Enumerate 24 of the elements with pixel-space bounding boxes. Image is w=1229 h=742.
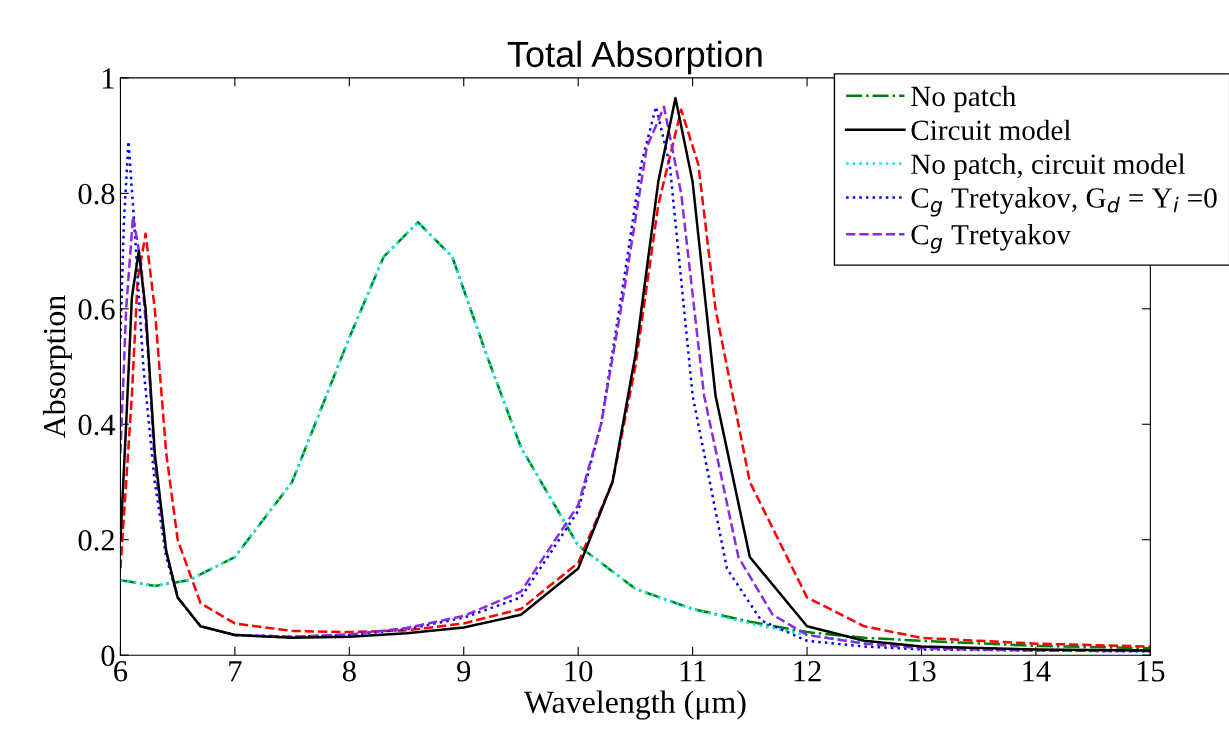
y-tick-label: 1 bbox=[102, 68, 114, 89]
x-tick-label: 6 bbox=[114, 661, 128, 682]
x-tick-label: 14 bbox=[1023, 661, 1051, 682]
x-tick-label: 15 bbox=[1137, 661, 1165, 682]
y-tick-label: 0.8 bbox=[78, 183, 115, 205]
legend-label: No patch, circuit model bbox=[911, 153, 1186, 180]
x-tick-label: 9 bbox=[457, 661, 471, 682]
y-axis-title: Absorption bbox=[42, 295, 72, 439]
x-tick-label: 7 bbox=[229, 661, 242, 682]
x-tick-label: 8 bbox=[342, 660, 356, 682]
legend-label: No patch bbox=[911, 85, 1016, 113]
x-axis-title: Wavelength (μm) bbox=[523, 690, 746, 720]
chart-title: Total Absorption bbox=[507, 40, 762, 75]
legend-label: Circuit model bbox=[911, 119, 1071, 141]
y-tick-label: 0.6 bbox=[78, 299, 115, 320]
legend-label: C$_{g}$ Tretyakov bbox=[911, 224, 1071, 254]
x-tick-label: 10 bbox=[565, 660, 593, 682]
y-tick-label: 0.4 bbox=[78, 414, 116, 436]
x-tick-label: 12 bbox=[794, 661, 821, 682]
y-tick-label: 0.2 bbox=[78, 530, 114, 551]
legend-label: C$_{g}$ Tretyakov, G$_{d}$ = Y$_{i}$ =0 bbox=[911, 187, 1217, 217]
y-tick-label: 0 bbox=[101, 645, 115, 667]
x-tick-label: 13 bbox=[908, 661, 936, 682]
x-tick-label: 11 bbox=[680, 661, 706, 682]
